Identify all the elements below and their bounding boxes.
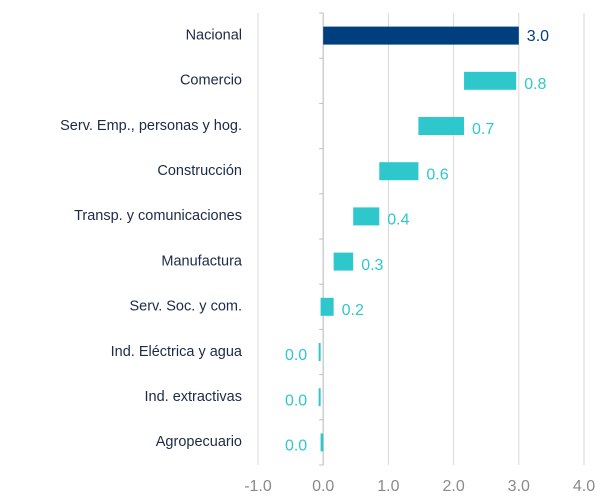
value-label: 0.6 — [426, 166, 448, 183]
category-label: Comercio — [180, 73, 242, 89]
x-tick-label: 3.0 — [508, 478, 530, 495]
value-label: 0.0 — [285, 347, 307, 364]
category-label: Ind. Eléctrica y agua — [111, 344, 243, 360]
category-label: Ind. extractivas — [144, 389, 242, 405]
bar — [379, 162, 419, 181]
category-label: Transp. y comunicaciones — [74, 208, 242, 224]
category-label: Nacional — [186, 27, 242, 43]
x-tick-label: 2.0 — [442, 478, 464, 495]
value-label: 0.4 — [387, 212, 409, 229]
value-label: 0.2 — [342, 302, 364, 319]
bar — [320, 297, 334, 316]
category-label: Construcción — [157, 163, 242, 179]
category-label: Serv. Soc. y com. — [129, 299, 242, 315]
x-tick-label: 1.0 — [377, 478, 399, 495]
value-label: 0.0 — [285, 392, 307, 409]
value-label: 0.7 — [472, 121, 494, 138]
value-label: 0.8 — [524, 76, 546, 93]
bar — [318, 343, 321, 361]
bar — [464, 71, 517, 90]
x-tick-label: 4.0 — [573, 478, 595, 495]
bar — [318, 388, 321, 407]
x-tick-label: 0.0 — [312, 478, 334, 495]
value-label: 3.0 — [527, 28, 549, 45]
bar — [353, 207, 380, 226]
category-label: Serv. Emp., personas y hog. — [60, 118, 242, 134]
category-label: Agropecuario — [156, 434, 242, 450]
bar — [333, 252, 354, 271]
category-label: Manufactura — [161, 253, 243, 269]
bar — [323, 26, 519, 45]
value-label: 0.3 — [361, 257, 383, 274]
bar — [418, 117, 465, 135]
value-label: 0.0 — [285, 438, 307, 455]
bar — [320, 433, 324, 452]
x-tick-label: -1.0 — [244, 478, 272, 495]
